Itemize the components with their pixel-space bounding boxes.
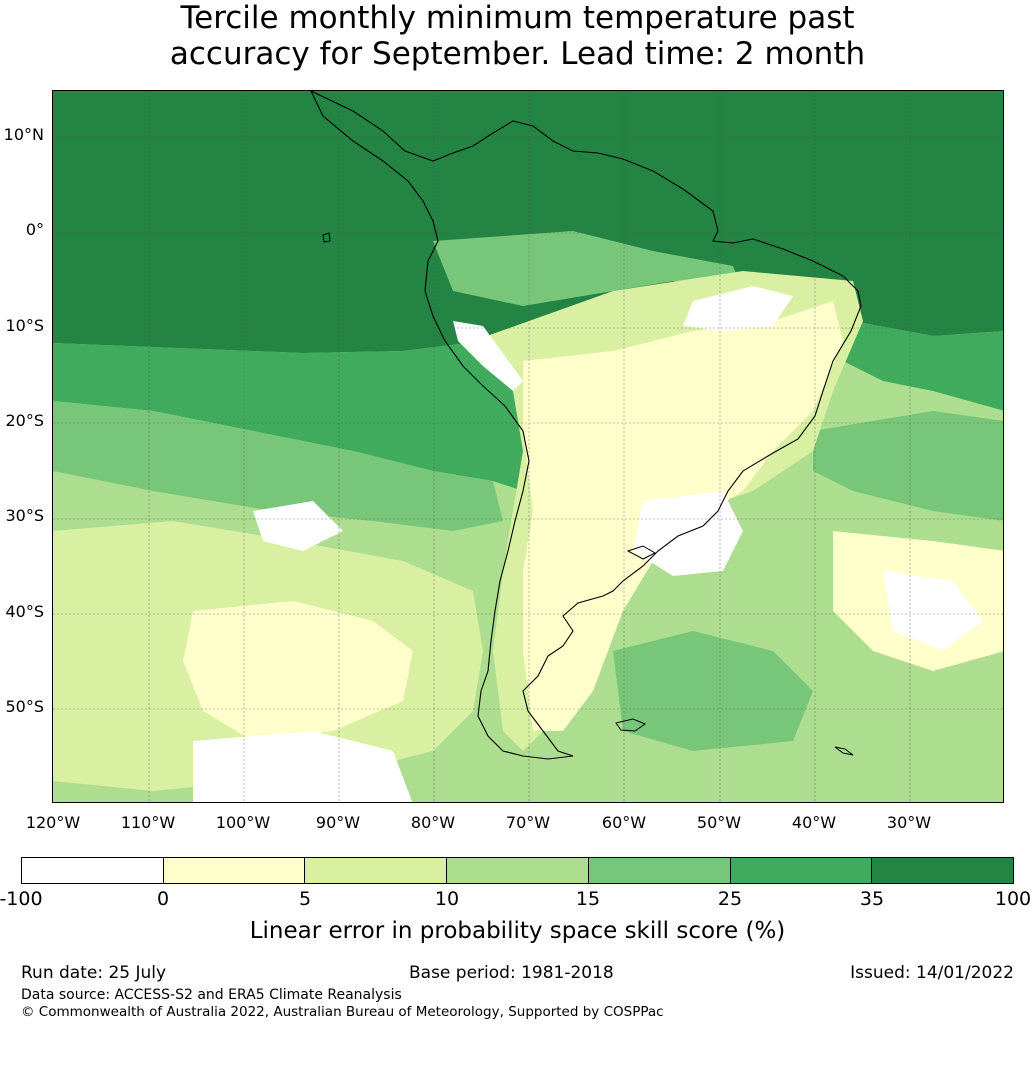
falkland-islands [615, 718, 647, 732]
south-pacific-15-25 [53, 401, 503, 531]
south-georgia [834, 746, 854, 756]
east-atlantic-negative [883, 571, 983, 651]
graticule [53, 91, 1003, 802]
colorbar-segment-4 [447, 858, 589, 883]
far-south-negative [193, 731, 413, 802]
lon-label-60w: 60°W [601, 813, 647, 832]
colorbar-segment-3 [305, 858, 448, 883]
lon-label-30w: 30°W [886, 813, 932, 832]
map-title: Tercile monthly minimum temperature past… [0, 0, 1035, 72]
patagonia-shelf-15-25 [613, 631, 813, 751]
data-source: Data source: ACCESS-S2 and ERA5 Climate … [21, 987, 402, 1003]
south-atlantic-15-25 [813, 411, 1003, 521]
colorbar-tick-10: 10 [434, 888, 460, 910]
colorbar-label: Linear error in probability space skill … [249, 918, 786, 944]
south-america-coastline [310, 91, 862, 760]
issued-date: Issued: 14/01/2022 [850, 963, 1014, 983]
colorbar-segment-1 [22, 858, 164, 883]
lat-label-50s: 50°S [5, 697, 44, 716]
title-line-2: accuracy for September. Lead time: 2 mon… [169, 36, 866, 72]
galapagos-islands [322, 232, 331, 243]
lon-label-40w: 40°W [791, 813, 837, 832]
lon-label-100w: 100°W [215, 813, 271, 832]
colorbar-tick-35: 35 [859, 888, 885, 910]
colorbar-segment-2 [163, 858, 306, 883]
base-period: Base period: 1981-2018 [409, 963, 614, 983]
skill-score-map [53, 91, 1003, 802]
sw-pacific-0-5 [183, 601, 413, 741]
run-date: Run date: 25 July [21, 963, 167, 983]
colorbar-tick-0: 0 [156, 888, 170, 910]
lat-label-30s: 30°S [5, 506, 44, 525]
sw-negative-patches [253, 501, 343, 551]
lat-label-20s: 20°S [5, 411, 44, 430]
north-negative-patch [683, 286, 793, 331]
title-line-1: Tercile monthly minimum temperature past [180, 0, 855, 36]
map-panel [52, 90, 1004, 803]
colorbar-tick-neg100: -100 [0, 888, 43, 910]
colorbar-tick-100: 100 [994, 888, 1032, 910]
colorbar-tick-15: 15 [575, 888, 601, 910]
north-land-15-25 [433, 231, 743, 306]
north-high-skill-zone [53, 91, 1003, 353]
andes-negative-strip [453, 321, 523, 391]
lon-label-70w: 70°W [505, 813, 551, 832]
colorbar-segment-6 [730, 858, 873, 883]
lat-label-0: 0° [25, 220, 44, 239]
colorbar-segment-5 [588, 858, 731, 883]
colorbar [21, 857, 1014, 884]
lat-label-10s: 10°S [5, 316, 44, 335]
lon-label-110w: 110°W [120, 813, 176, 832]
rio-de-la-plata [626, 545, 657, 560]
east-band-25-35 [843, 321, 1003, 411]
lon-label-90w: 90°W [315, 813, 361, 832]
lon-label-80w: 80°W [410, 813, 456, 832]
southeast-negative-skill [633, 491, 743, 576]
lon-label-50w: 50°W [696, 813, 742, 832]
colorbar-segment-7 [872, 858, 1014, 883]
lat-label-40s: 40°S [5, 602, 44, 621]
tropical-band-25-35 [53, 331, 543, 491]
colorbar-tick-25: 25 [717, 888, 743, 910]
lon-label-120w: 120°W [25, 813, 81, 832]
copyright-notice: © Commonwealth of Australia 2022, Austra… [21, 1004, 664, 1020]
colorbar-tick-5: 5 [298, 888, 312, 910]
lat-label-10n: 10°N [3, 125, 44, 144]
